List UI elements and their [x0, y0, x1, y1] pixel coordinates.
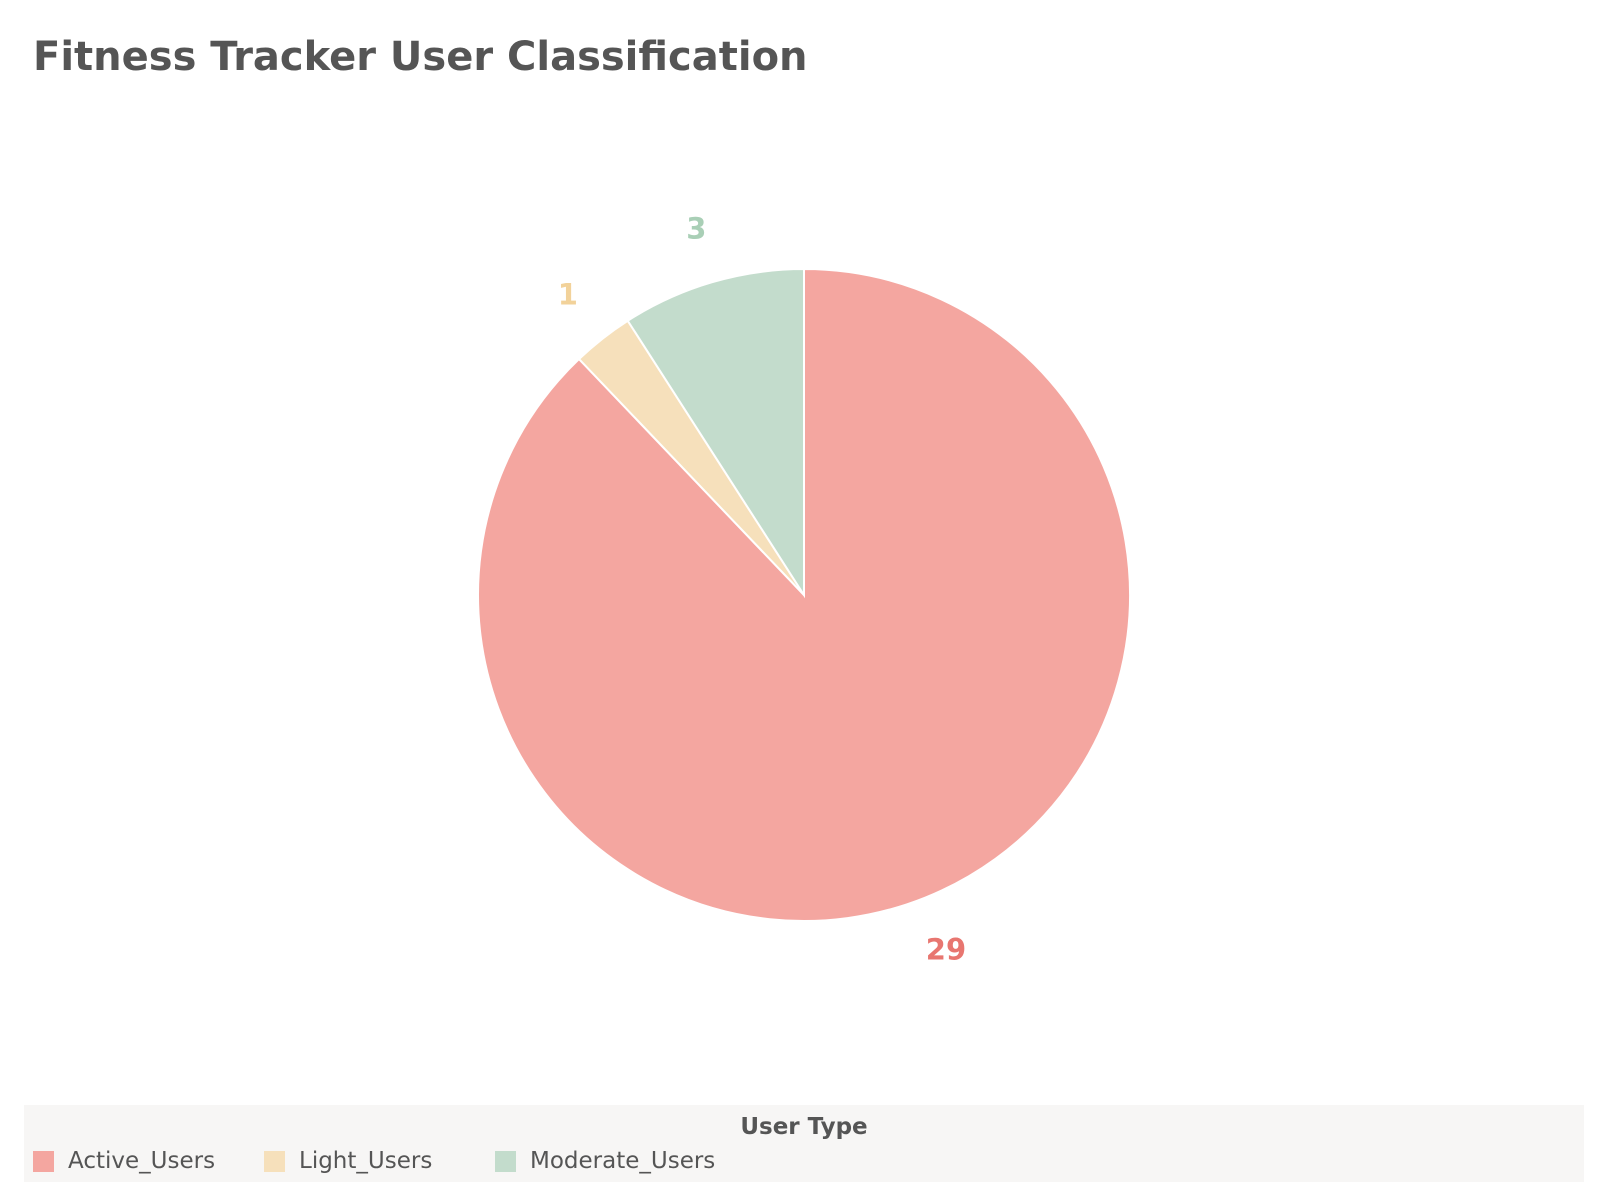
legend-label: Light_Users [299, 1148, 433, 1174]
legend-swatch [495, 1150, 516, 1172]
legend-title: User Type [740, 1114, 868, 1140]
legend-swatch [33, 1150, 54, 1172]
legend-swatch [264, 1150, 285, 1172]
slice-value-label: 29 [926, 933, 966, 967]
legend-label: Moderate_Users [530, 1148, 716, 1174]
chart-title: Fitness Tracker User Classification [33, 34, 808, 80]
legend-item-moderate-users[interactable]: Moderate_Users [495, 1148, 715, 1174]
legend-item-active-users[interactable]: Active_Users [33, 1148, 234, 1174]
slice-value-label: 3 [686, 211, 706, 245]
slice-value-label: 1 [558, 278, 578, 312]
legend: User Type Active_Users Light_Users Moderat… [24, 1105, 1584, 1182]
legend-label: Active_Users [68, 1148, 216, 1174]
pie-slice-moderate-users[interactable] [626, 267, 805, 599]
legend-item-light-users[interactable]: Light_Users [264, 1148, 465, 1174]
